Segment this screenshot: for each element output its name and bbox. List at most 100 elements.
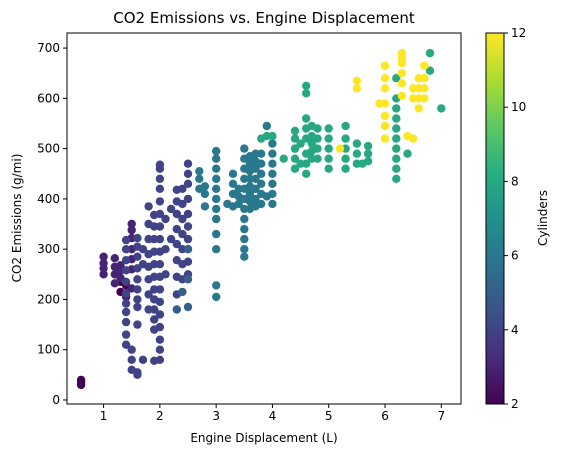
colorbar-tick-label: 10	[511, 100, 526, 114]
data-point	[341, 121, 350, 131]
data-point	[166, 234, 176, 244]
data-point	[392, 74, 401, 83]
data-point	[212, 245, 221, 254]
data-point	[251, 194, 260, 204]
data-point	[268, 149, 277, 158]
y-tick-label: 500	[37, 142, 60, 156]
data-point	[324, 144, 333, 153]
data-point	[99, 252, 108, 261]
data-point	[228, 179, 238, 188]
data-point	[183, 245, 193, 254]
data-point	[121, 235, 131, 245]
x-tick-label: 5	[325, 409, 333, 423]
data-point	[183, 275, 193, 284]
data-point	[302, 159, 311, 168]
data-point	[296, 139, 305, 148]
data-point	[195, 167, 204, 176]
data-point	[133, 233, 142, 243]
data-point	[397, 91, 407, 101]
data-point	[161, 270, 170, 279]
data-point	[144, 202, 153, 211]
colorbar-tick-label: 8	[511, 174, 519, 188]
data-point	[420, 84, 429, 93]
data-point	[392, 134, 401, 143]
x-axis: 1 2 3 4 5 6 7	[100, 404, 445, 423]
data-point	[172, 224, 181, 234]
data-point	[200, 202, 210, 211]
x-tick-label: 1	[100, 409, 108, 423]
x-tick-label: 7	[437, 409, 445, 423]
data-point	[257, 149, 266, 158]
data-point	[240, 224, 249, 234]
data-point	[212, 292, 221, 302]
data-point	[392, 124, 401, 133]
data-point	[352, 139, 362, 148]
data-point	[212, 184, 221, 193]
data-point	[302, 114, 311, 123]
data-point	[414, 104, 423, 113]
data-point	[150, 305, 159, 314]
data-point	[172, 239, 181, 249]
data-point	[110, 279, 120, 288]
data-point	[133, 252, 142, 261]
data-point	[268, 139, 277, 148]
data-point	[155, 285, 165, 294]
data-point	[268, 159, 277, 168]
data-point	[155, 310, 165, 319]
data-point	[212, 281, 221, 290]
data-point	[212, 229, 221, 239]
data-point	[144, 290, 153, 299]
data-point	[138, 245, 148, 254]
data-point	[133, 275, 142, 284]
colorbar-tick-label: 6	[511, 249, 519, 263]
y-tick-label: 300	[37, 242, 60, 256]
data-point	[155, 222, 165, 231]
data-point	[279, 154, 288, 163]
data-point	[183, 169, 193, 178]
plot-area-frame	[66, 32, 462, 405]
data-point	[121, 266, 131, 275]
data-point	[240, 252, 249, 261]
data-point	[380, 61, 390, 70]
data-point	[212, 214, 221, 224]
data-point	[178, 199, 187, 209]
data-point	[178, 184, 187, 193]
data-point	[183, 302, 193, 312]
data-point	[183, 194, 193, 204]
data-point	[380, 111, 390, 121]
data-point	[425, 48, 435, 58]
data-point	[121, 307, 131, 317]
y-axis-label: CO2 Emissions (g/mi)	[10, 154, 24, 283]
data-point	[155, 197, 165, 206]
x-tick-label: 6	[381, 409, 389, 423]
data-point	[268, 131, 277, 141]
data-point	[172, 209, 181, 219]
data-point	[290, 144, 300, 153]
data-point	[380, 121, 390, 131]
data-point	[240, 214, 249, 224]
data-point	[228, 169, 238, 178]
data-point	[178, 214, 187, 224]
data-point	[302, 149, 311, 158]
data-point	[212, 194, 221, 204]
data-point	[268, 189, 277, 199]
data-point	[251, 184, 260, 193]
data-point	[324, 124, 333, 133]
data-point	[392, 144, 401, 153]
data-point	[245, 189, 255, 199]
data-point	[380, 99, 390, 108]
data-point	[257, 179, 266, 188]
data-point	[133, 320, 142, 329]
data-point	[161, 245, 170, 254]
data-point	[178, 229, 187, 239]
data-point	[313, 124, 322, 133]
data-point	[161, 214, 170, 224]
data-point	[212, 146, 221, 156]
data-point	[133, 302, 142, 312]
data-point	[121, 256, 131, 265]
data-point	[155, 174, 165, 183]
data-point	[313, 144, 322, 153]
data-point	[403, 149, 412, 158]
y-tick-label: 600	[37, 91, 60, 105]
